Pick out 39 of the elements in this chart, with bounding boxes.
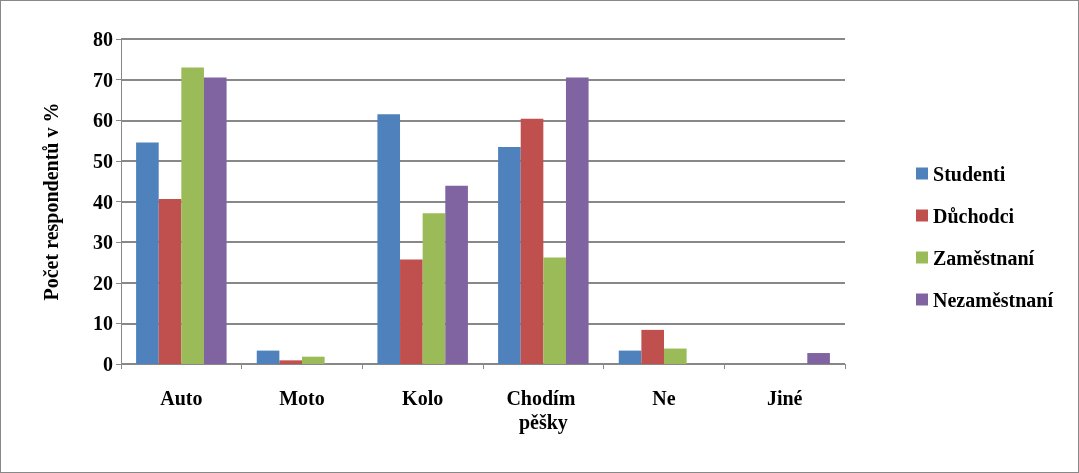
y-tick-label: 80 [93,28,113,50]
bar [279,360,302,364]
bar [377,114,401,364]
bar [664,348,687,364]
bar [400,259,423,364]
y-tick-label: 60 [93,109,113,132]
bar [498,147,521,364]
bar [520,118,544,364]
y-tick-label: 40 [93,190,113,213]
bar [422,213,446,364]
x-tick-label: Jiné [766,387,803,409]
bar [203,77,227,364]
x-tick-label: Chodím pěšky [506,387,581,434]
legend-label: Zaměstnaní [933,246,1035,269]
bar [807,353,830,364]
bar [543,257,566,364]
bar [302,356,325,364]
bar [641,329,664,364]
bar [256,350,280,364]
legend-label: Důchodci [933,204,1015,227]
y-tick-label: 10 [93,312,113,335]
bar [158,199,182,364]
y-tick-label: 50 [93,149,113,172]
x-tick-label: Kolo [402,387,444,409]
y-axis-title: Počet respondentů v % [40,102,63,301]
bar [565,77,589,364]
legend-label: Studenti [933,162,1006,185]
y-tick-label: 20 [93,271,113,294]
bar [136,142,159,364]
bar [181,67,204,364]
x-tick-label: Ne [652,387,676,409]
bar [618,350,642,364]
y-tick-label: 70 [93,68,113,91]
y-tick-label: 30 [93,231,113,254]
legend-label: Nezaměstnaní [933,288,1054,311]
y-tick-label: 0 [103,353,113,375]
x-tick-label: Moto [279,387,325,409]
x-tick-label: Auto [160,387,203,409]
bar [445,185,468,364]
